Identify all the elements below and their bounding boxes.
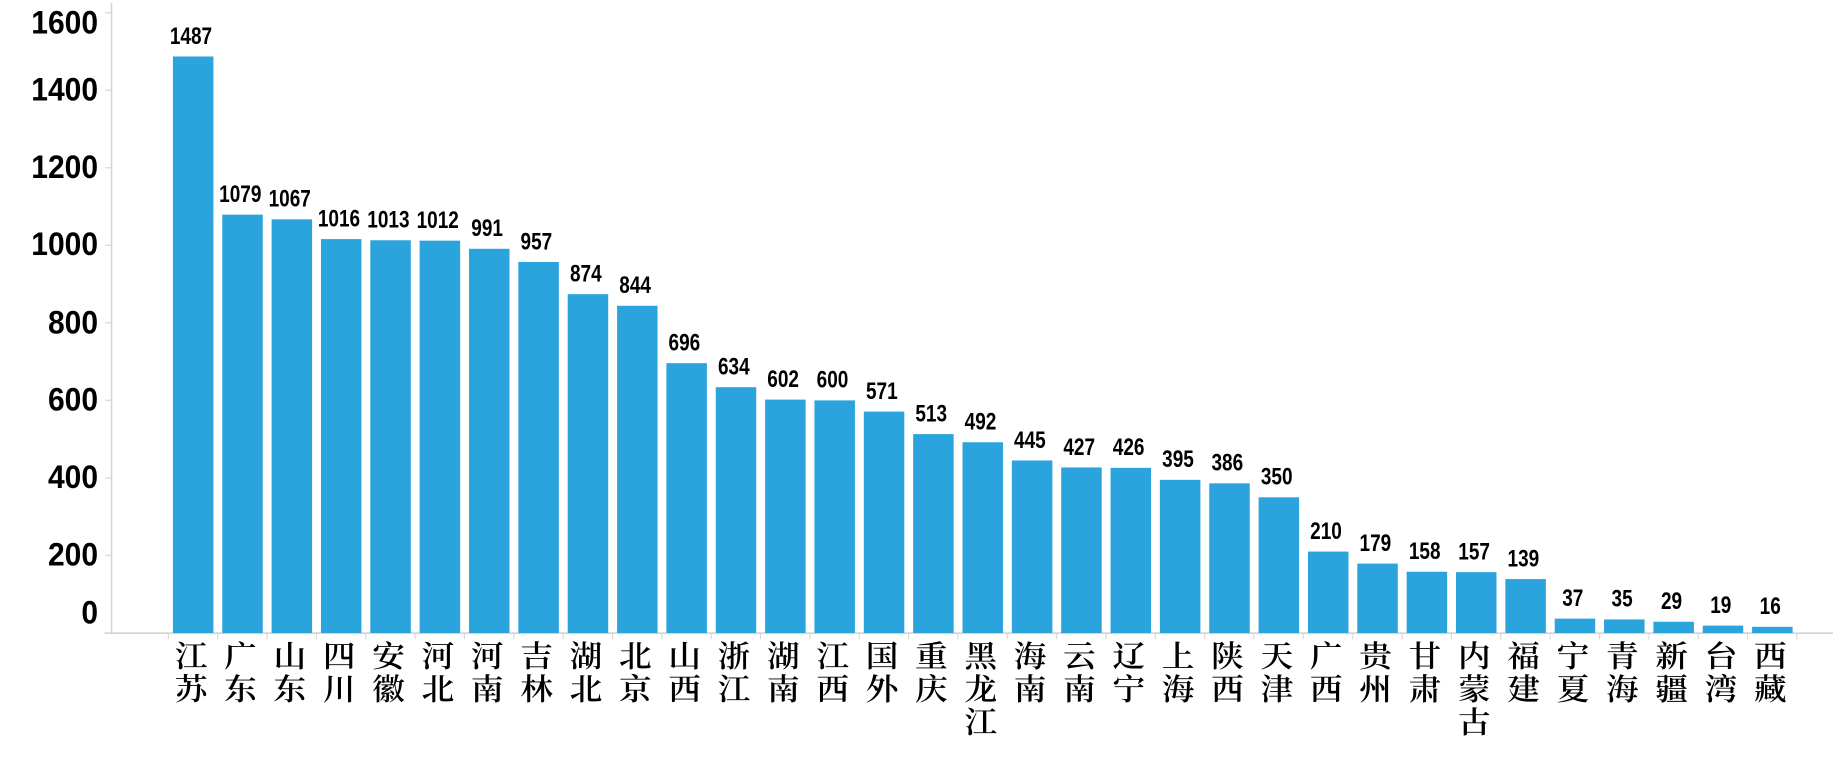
svg-text:427: 427 [1063,434,1095,461]
svg-text:37: 37 [1562,585,1583,612]
svg-text:800: 800 [48,305,98,341]
svg-text:386: 386 [1211,450,1243,477]
svg-text:492: 492 [965,409,997,436]
svg-text:957: 957 [521,228,553,255]
svg-text:696: 696 [669,330,701,357]
svg-text:991: 991 [471,215,503,242]
svg-text:158: 158 [1409,538,1441,565]
svg-text:29: 29 [1661,588,1682,615]
svg-text:1016: 1016 [318,205,360,232]
svg-text:634: 634 [718,354,750,381]
svg-text:400: 400 [48,459,98,495]
svg-text:1487: 1487 [170,23,212,50]
svg-text:600: 600 [48,382,98,418]
svg-text:19: 19 [1710,592,1731,619]
svg-text:0: 0 [81,594,98,630]
svg-text:1000: 1000 [31,226,98,262]
svg-text:1400: 1400 [31,72,98,108]
svg-text:874: 874 [570,261,602,288]
svg-text:157: 157 [1458,538,1490,565]
svg-text:513: 513 [915,400,947,427]
svg-text:210: 210 [1310,518,1342,545]
svg-text:571: 571 [866,378,898,405]
svg-text:179: 179 [1360,530,1392,557]
svg-text:602: 602 [767,366,799,393]
svg-text:200: 200 [48,537,98,573]
svg-text:600: 600 [817,367,849,394]
svg-text:395: 395 [1162,446,1194,473]
svg-text:35: 35 [1612,586,1633,613]
svg-text:1200: 1200 [31,149,98,185]
svg-text:1067: 1067 [269,186,311,213]
svg-text:350: 350 [1261,464,1293,491]
svg-text:1079: 1079 [219,181,261,208]
svg-text:426: 426 [1113,434,1145,461]
svg-text:844: 844 [619,272,651,299]
svg-text:1012: 1012 [417,207,459,234]
svg-text:16: 16 [1760,593,1781,620]
svg-text:445: 445 [1014,427,1046,454]
svg-text:139: 139 [1508,545,1540,572]
svg-text:1600: 1600 [31,5,98,41]
svg-text:1013: 1013 [367,207,409,234]
